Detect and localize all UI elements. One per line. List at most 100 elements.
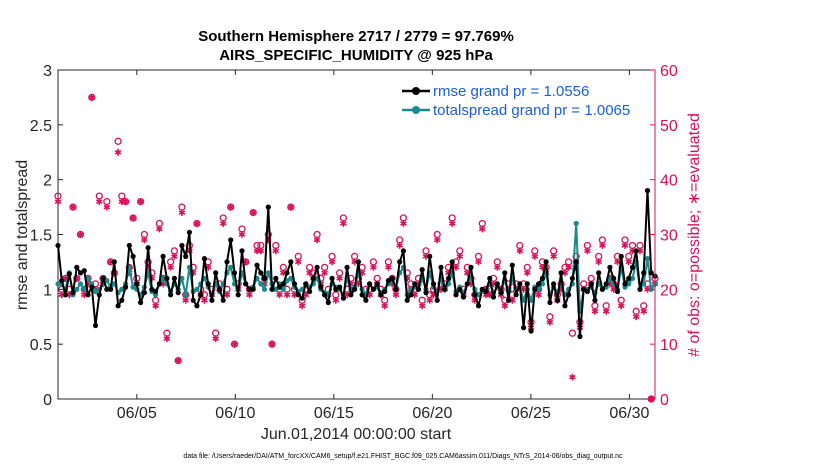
y-axis-right-label: # of obs: o=possible; ∗=evaluated (686, 113, 703, 357)
rmse-point (566, 292, 572, 298)
plot-area (57, 69, 656, 400)
obs-evaluated-point (182, 296, 189, 304)
rmse-point (164, 275, 170, 281)
totalspread-point (81, 286, 87, 292)
rmse-point (573, 259, 579, 265)
obs-evaluated-point (584, 247, 591, 255)
rmse-point (284, 270, 290, 276)
rmse-point (562, 303, 568, 309)
legend: rmse grand pr = 1.0556 totalspread grand… (398, 78, 648, 120)
rmse-point (85, 292, 91, 298)
rmse-point (442, 286, 448, 292)
rmse-point (92, 322, 99, 329)
rmse-point (543, 259, 549, 265)
y-tick-left-label: 2 (43, 173, 52, 190)
rmse-point (423, 290, 429, 296)
obs-evaluated-point (569, 373, 576, 381)
rmse-point (513, 292, 519, 298)
obs-evaluated-point (448, 220, 456, 227)
rmse-point (231, 270, 238, 276)
rmse-point (487, 275, 493, 281)
rmse-point (472, 292, 478, 298)
y-axis-left-label: rmse and totalspread (14, 160, 31, 310)
rmse-point (273, 275, 279, 281)
rmse-point (517, 281, 523, 287)
totalspread-point (626, 281, 632, 287)
rmse-point (412, 281, 418, 287)
obs-evaluated-point (69, 203, 77, 211)
rmse-point (547, 299, 553, 306)
obs-possible-point (114, 137, 122, 145)
obs-evaluated-point (178, 209, 186, 216)
rmse-point (389, 275, 395, 281)
x-axis: 06/05 06/10 06/15 06/20 06/25 06/30 (117, 70, 650, 422)
obs-evaluated-point (493, 264, 501, 271)
rmse-point (265, 204, 271, 210)
totalspread-point (258, 281, 264, 287)
obs-evaluated-point (336, 275, 343, 282)
y-tick-right-label: 10 (660, 337, 678, 354)
obs-evaluated-point (546, 318, 554, 326)
rmse-point (363, 297, 369, 303)
rmse-point (66, 271, 72, 277)
totalspread-point (119, 286, 125, 292)
rmse-point (438, 264, 444, 270)
y-tick-right-label: 20 (660, 282, 678, 299)
totalspread-point (573, 220, 579, 227)
obs-evaluated-point (298, 302, 306, 310)
rmse-point (569, 275, 576, 281)
rmse-point (460, 294, 467, 300)
rmse-point (291, 281, 298, 287)
rmse-point (239, 248, 245, 254)
rmse-point (280, 281, 286, 287)
rmse-point (622, 281, 628, 287)
obs-evaluated-point (268, 340, 276, 348)
y-axis-right: 0 10 20 30 40 50 60 (650, 63, 678, 409)
rmse-series (55, 188, 658, 340)
rmse-point (434, 297, 440, 303)
rmse-point (502, 270, 508, 276)
totalspread-point (261, 286, 268, 292)
rmse-point (62, 292, 69, 298)
rmse-point (235, 292, 241, 298)
rmse-point (299, 295, 305, 301)
rmse-point (558, 270, 564, 276)
obs-evaluated-point (272, 247, 280, 255)
rmse-point (243, 281, 249, 287)
obs-evaluated-point (565, 264, 572, 271)
rmse-point (397, 259, 403, 265)
rmse-point (123, 284, 129, 290)
rmse-point (370, 286, 376, 292)
obs-evaluated-point (231, 340, 238, 348)
rmse-point (130, 253, 136, 259)
totalspread-point (280, 286, 286, 292)
rmse-point (100, 275, 106, 281)
rmse-point (596, 270, 602, 276)
rmse-point (160, 253, 166, 259)
totalspread-point (644, 256, 651, 262)
rmse-point (322, 292, 328, 298)
rmse-point (77, 270, 84, 276)
obs-evaluated-point (103, 203, 111, 211)
obs-evaluated-point (163, 335, 171, 343)
x-tick-label: 06/10 (215, 405, 255, 422)
obs-evaluated-point (137, 198, 144, 205)
obs-evaluated-point (129, 214, 137, 222)
obs-evaluated-point (381, 302, 388, 310)
obs-evaluated-point (141, 236, 148, 244)
totalspread-point (265, 270, 271, 276)
rmse-point (521, 325, 527, 331)
chart-title-line1: Southern Hemisphere 2717 / 2779 = 97.769… (198, 28, 514, 45)
totalspread-point (536, 286, 542, 292)
rmse-point (209, 297, 215, 303)
rmse-point (629, 264, 636, 270)
rmse-point (213, 270, 219, 276)
rmse-point (374, 281, 380, 287)
obs-evaluated-point (171, 253, 178, 260)
rmse-point (385, 278, 391, 284)
obs-evaluated-point (595, 258, 602, 266)
obs-evaluated-point (550, 253, 557, 260)
obs-evaluated-point (122, 198, 129, 205)
obs-evaluated-point (501, 302, 509, 310)
obs-evaluated-point (400, 220, 407, 227)
